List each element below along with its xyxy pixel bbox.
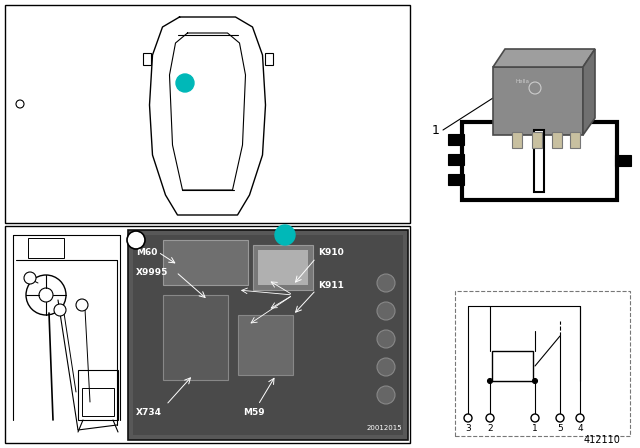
Circle shape <box>556 414 564 422</box>
Bar <box>493 67 583 135</box>
Bar <box>264 53 273 65</box>
Bar <box>163 295 228 380</box>
Bar <box>163 240 248 285</box>
Bar <box>570 132 580 148</box>
Circle shape <box>486 414 494 422</box>
Text: 2: 2 <box>58 306 63 314</box>
Bar <box>448 154 464 165</box>
Text: 412110: 412110 <box>583 435 620 445</box>
Circle shape <box>377 302 395 320</box>
Circle shape <box>127 231 145 249</box>
Bar <box>534 130 544 192</box>
Circle shape <box>464 414 472 422</box>
Bar <box>143 53 150 65</box>
Bar <box>615 155 631 166</box>
Circle shape <box>377 358 395 376</box>
Bar <box>28 238 64 258</box>
Polygon shape <box>493 49 595 67</box>
Bar <box>258 250 308 285</box>
Text: 1: 1 <box>532 423 538 432</box>
Bar <box>82 388 114 416</box>
Circle shape <box>275 225 295 245</box>
Text: 5: 5 <box>557 423 563 432</box>
Text: 4: 4 <box>473 154 479 164</box>
Text: X9995: X9995 <box>136 267 168 276</box>
Circle shape <box>54 304 66 316</box>
Text: 4: 4 <box>577 423 583 432</box>
Bar <box>552 132 562 148</box>
Text: 1: 1 <box>281 230 289 240</box>
Text: 5: 5 <box>536 156 542 166</box>
Bar <box>512 132 522 148</box>
Text: 3: 3 <box>132 235 140 245</box>
Text: Hella: Hella <box>515 79 529 84</box>
Bar <box>492 351 533 381</box>
Bar <box>133 235 403 435</box>
Text: 2: 2 <box>487 423 493 432</box>
Circle shape <box>576 414 584 422</box>
Circle shape <box>532 379 538 383</box>
Circle shape <box>377 330 395 348</box>
Circle shape <box>531 414 539 422</box>
Text: M60: M60 <box>136 247 157 257</box>
Circle shape <box>529 82 541 94</box>
Text: M59: M59 <box>243 408 264 417</box>
Bar <box>532 132 542 148</box>
Text: K910: K910 <box>318 247 344 257</box>
Circle shape <box>488 379 493 383</box>
Text: 3: 3 <box>600 155 606 165</box>
Text: K911: K911 <box>318 280 344 289</box>
Bar <box>5 226 410 443</box>
Circle shape <box>76 299 88 311</box>
Bar <box>253 245 313 290</box>
Text: 2: 2 <box>473 134 479 144</box>
Circle shape <box>176 74 194 92</box>
Text: 1: 1 <box>28 273 33 283</box>
Text: 1: 1 <box>182 78 188 88</box>
Circle shape <box>377 274 395 292</box>
Text: 1: 1 <box>432 124 440 137</box>
Bar <box>128 230 408 440</box>
Bar <box>238 315 293 375</box>
Circle shape <box>24 272 36 284</box>
Text: 1: 1 <box>473 174 479 184</box>
Text: 20012015: 20012015 <box>366 425 402 431</box>
Bar <box>462 122 617 200</box>
Bar <box>5 5 410 223</box>
Polygon shape <box>583 49 595 135</box>
Text: 3: 3 <box>465 423 471 432</box>
Text: X734: X734 <box>136 408 162 417</box>
Bar <box>78 370 118 420</box>
Bar <box>448 134 464 145</box>
Text: 3: 3 <box>79 301 84 310</box>
Circle shape <box>377 386 395 404</box>
Bar <box>448 174 464 185</box>
Bar <box>455 291 630 436</box>
